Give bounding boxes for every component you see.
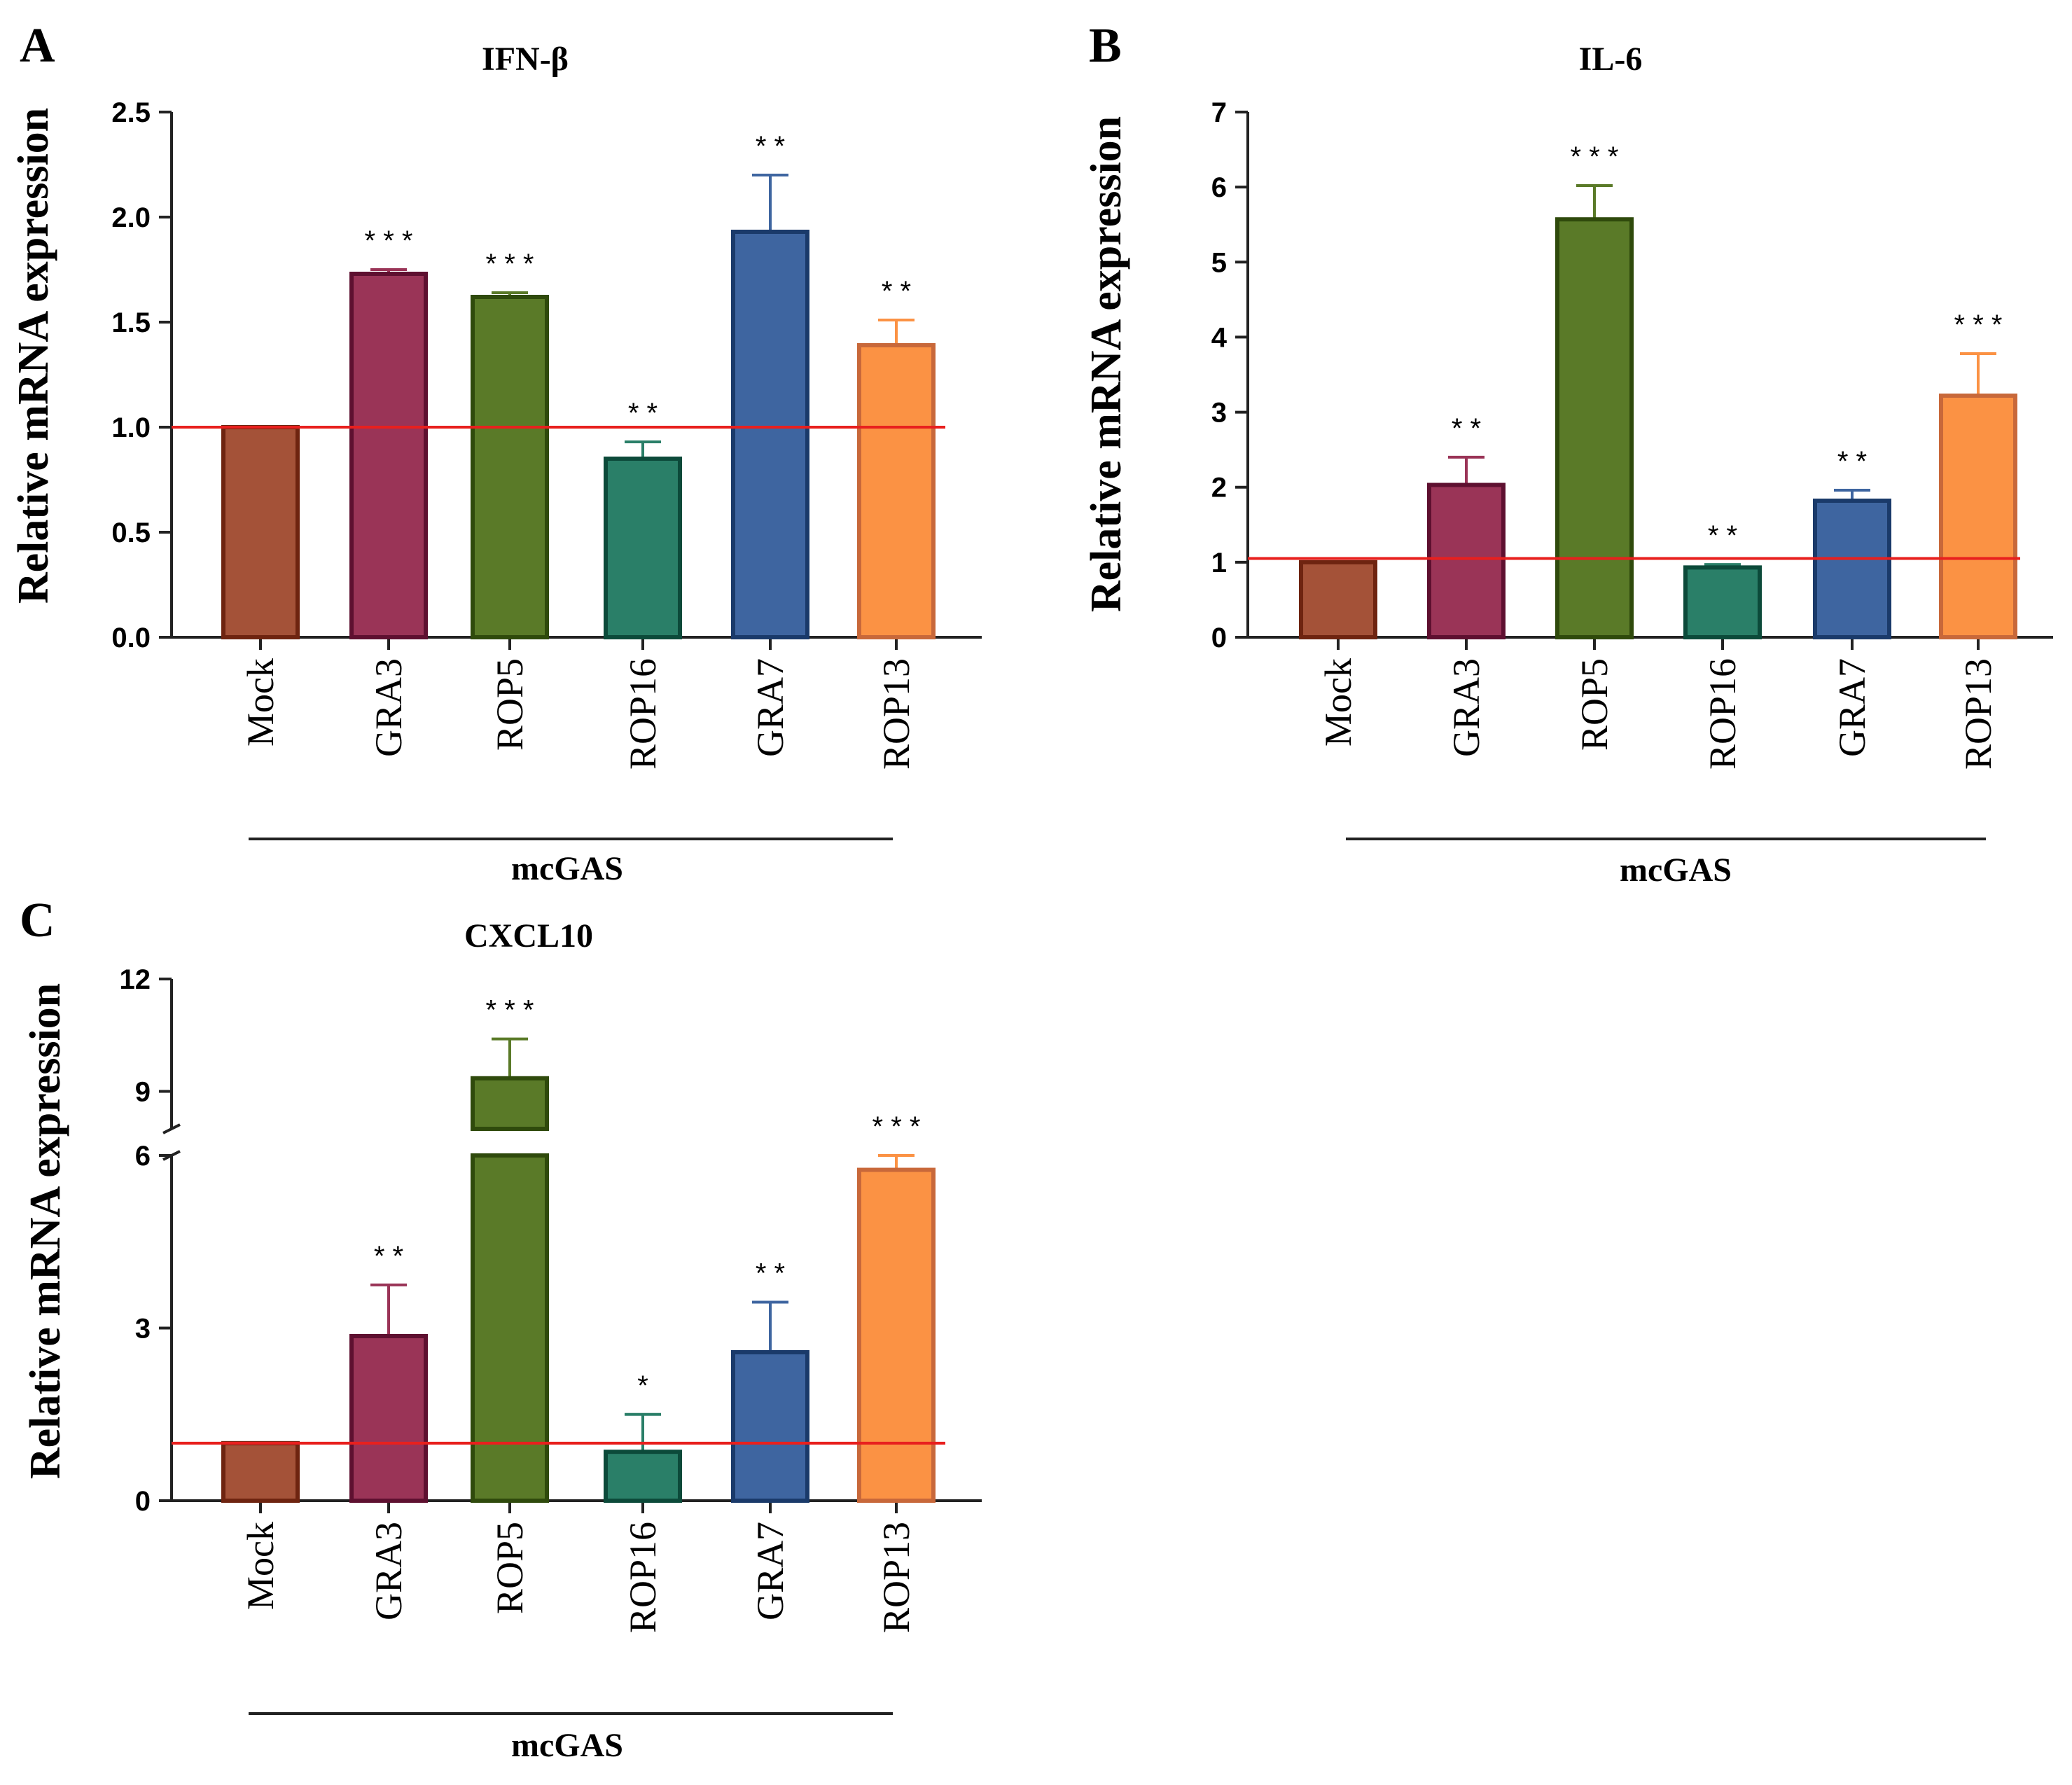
panel-a-y-tick-label: 1.0 bbox=[111, 412, 151, 443]
panel-a-y-tick-label: 2.0 bbox=[111, 202, 151, 233]
panel-a-x-tick-label-gra3: GRA3 bbox=[368, 658, 410, 757]
panel-a-letter: A bbox=[20, 19, 55, 73]
panel-b-significance-gra3: * * bbox=[1452, 413, 1481, 444]
panel-c-y-axis-label: Relative mRNA expression bbox=[22, 983, 69, 1479]
panel-a-y-tick-label: 0.5 bbox=[111, 518, 151, 548]
panel-a-bar-rop16 bbox=[604, 457, 682, 639]
panel-b-x-tick-label-gra7: GRA7 bbox=[1831, 658, 1873, 757]
panel-b-significance-rop16: * * bbox=[1708, 520, 1737, 551]
panel-c-group-label: mcGAS bbox=[511, 1727, 623, 1764]
panel-a-y-tick-label: 0.0 bbox=[111, 623, 151, 653]
panel-c-significance-rop16: * bbox=[637, 1370, 648, 1401]
panel-a-y-axis-label: Relative mRNA expression bbox=[10, 108, 57, 604]
panel-b-y-tick-label: 6 bbox=[1211, 172, 1227, 203]
panel-b: B IL-6 Relative mRNA expression mcGAS 0 1… bbox=[1083, 19, 2053, 889]
panel-c-x-tick-label-gra3: GRA3 bbox=[368, 1522, 410, 1620]
panel-a-significance-rop5: * * * bbox=[486, 249, 534, 279]
panel-c-y-tick-label: 12 bbox=[120, 964, 151, 995]
panel-c: C CXCL10 Relative mRNA expression mcGAS … bbox=[20, 894, 982, 1764]
panel-a-bar-gra7 bbox=[731, 230, 809, 639]
panel-c-axis-break-mark bbox=[162, 1123, 181, 1134]
panel-b-x-tick-label-rop13: ROP13 bbox=[1957, 658, 1999, 770]
panel-a-bar-gra3 bbox=[349, 272, 428, 639]
panel-a-significance-rop13: * * bbox=[882, 276, 911, 307]
panel-b-bar-mock bbox=[1299, 560, 1377, 639]
panel-c-bar-gra7 bbox=[731, 1350, 809, 1503]
panel-c-x-tick-label-rop13: ROP13 bbox=[875, 1522, 917, 1633]
panel-b-bar-gra7 bbox=[1813, 499, 1891, 639]
panel-c-bar-rop5-upper bbox=[471, 1076, 549, 1132]
panel-c-significance-gra7: * * bbox=[756, 1258, 785, 1289]
panel-a-significance-gra3: * * * bbox=[365, 225, 413, 256]
panel-c-significance-rop13: * * * bbox=[872, 1111, 921, 1142]
panel-b-x-tick-label-mock: Mock bbox=[1317, 658, 1359, 746]
panel-b-bar-gra3 bbox=[1427, 482, 1506, 639]
panel-a-bar-rop5 bbox=[471, 295, 549, 639]
panel-b-letter: B bbox=[1089, 19, 1122, 73]
panel-b-y-tick-label: 3 bbox=[1211, 398, 1227, 429]
panel-b-bar-rop5 bbox=[1555, 217, 1634, 639]
panel-c-bar-rop13 bbox=[857, 1167, 936, 1503]
panel-b-x-tick-label-gra3: GRA3 bbox=[1445, 658, 1487, 757]
panel-b-y-tick-label: 4 bbox=[1211, 322, 1228, 353]
panel-c-x-tick-label-rop16: ROP16 bbox=[622, 1522, 664, 1633]
panel-a-significance-gra7: * * bbox=[756, 131, 785, 162]
panel-c-significance-rop5: * * * bbox=[486, 995, 534, 1026]
panel-c-letter: C bbox=[20, 894, 55, 947]
panel-a-title: IFN-β bbox=[482, 41, 569, 78]
panel-c-y-tick-label: 9 bbox=[135, 1077, 151, 1108]
panel-c-x-tick-label-gra7: GRA7 bbox=[749, 1522, 791, 1620]
panel-b-significance-rop13: * * * bbox=[1954, 310, 2003, 340]
panel-a-y-tick-label: 1.5 bbox=[111, 307, 151, 338]
panel-b-y-tick-label: 0 bbox=[1211, 623, 1227, 653]
panel-c-title: CXCL10 bbox=[464, 917, 593, 954]
panel-b-x-tick-label-rop16: ROP16 bbox=[1702, 658, 1744, 770]
panel-c-y-tick-label: 6 bbox=[135, 1141, 151, 1172]
panel-c-x-tick-label-rop5: ROP5 bbox=[489, 1522, 531, 1614]
panel-b-y-tick-label: 5 bbox=[1211, 247, 1227, 278]
panel-b-bar-rop13 bbox=[1939, 394, 2017, 639]
panel-c-bar-gra3 bbox=[349, 1334, 428, 1503]
panel-b-y-axis-label: Relative mRNA expression bbox=[1083, 116, 1130, 612]
panel-a-bar-mock bbox=[221, 425, 300, 639]
panel-a-bar-rop13 bbox=[857, 343, 936, 639]
panel-b-bar-rop16 bbox=[1683, 565, 1762, 639]
panel-b-y-tick-label: 1 bbox=[1211, 548, 1227, 578]
panel-b-title: IL-6 bbox=[1579, 41, 1643, 78]
panel-c-bar-rop5 bbox=[471, 1153, 549, 1503]
panel-c-y-tick-label: 0 bbox=[135, 1486, 151, 1517]
panel-b-significance-gra7: * * bbox=[1837, 446, 1867, 477]
panel-a: A IFN-β Relative mRNA expression mcGAS 0… bbox=[10, 19, 982, 887]
panel-a-x-tick-label-gra7: GRA7 bbox=[749, 658, 791, 757]
panel-a-group-label: mcGAS bbox=[511, 850, 623, 887]
panel-c-bar-mock bbox=[221, 1440, 300, 1503]
panel-a-x-tick-label-rop13: ROP13 bbox=[875, 658, 917, 770]
panel-c-y-tick-label: 3 bbox=[135, 1314, 151, 1345]
panel-a-x-tick-label-mock: Mock bbox=[239, 658, 281, 746]
panel-b-y-tick-label: 7 bbox=[1211, 97, 1227, 128]
panel-b-significance-rop5: * * * bbox=[1571, 141, 1619, 172]
panel-b-y-tick-label: 2 bbox=[1211, 473, 1227, 503]
panel-a-significance-rop16: * * bbox=[628, 398, 658, 429]
panel-b-group-label: mcGAS bbox=[1620, 852, 1732, 889]
panel-c-significance-gra3: * * bbox=[374, 1241, 403, 1272]
panel-b-x-tick-label-rop5: ROP5 bbox=[1573, 658, 1615, 751]
panel-a-y-tick-label: 2.5 bbox=[111, 97, 151, 128]
panel-a-x-tick-label-rop16: ROP16 bbox=[622, 658, 664, 770]
panel-c-x-tick-label-mock: Mock bbox=[239, 1522, 281, 1610]
panel-a-x-tick-label-rop5: ROP5 bbox=[489, 658, 531, 751]
panel-c-bar-rop16 bbox=[604, 1450, 682, 1503]
